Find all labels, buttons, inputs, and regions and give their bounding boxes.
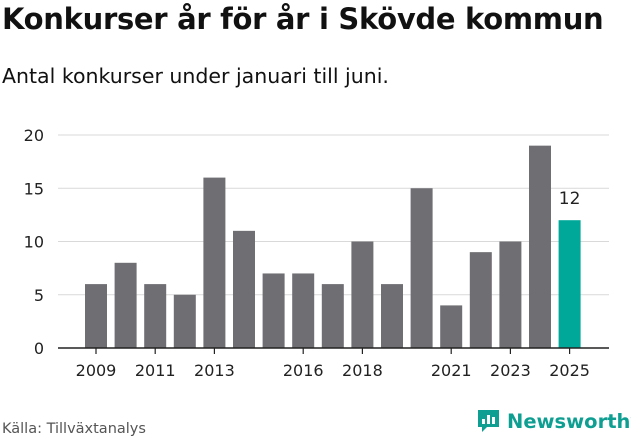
bar: [144, 284, 167, 348]
chart-subtitle: Antal konkurser under januari till juni.: [2, 64, 389, 88]
y-tick-label: 0: [34, 339, 44, 358]
data-label: 12: [559, 189, 581, 209]
bar: [410, 188, 433, 348]
brand-name: Newsworthy: [507, 409, 631, 433]
bar: [351, 241, 374, 348]
x-tick-label: 2009: [76, 361, 117, 380]
bar: [114, 262, 137, 348]
bar-chart: 0 5 10 15 20 12 2009 2011 2013 2016 2018 2021 2023 20…: [24, 126, 609, 380]
x-tick-label: 2025: [549, 361, 590, 380]
x-tick-label: 2011: [135, 361, 176, 380]
y-tick-label: 15: [24, 179, 44, 198]
x-tick-label: 2013: [194, 361, 235, 380]
x-tick-label: 2018: [342, 361, 383, 380]
bar: [469, 252, 492, 348]
newsworthy-logo-icon: [478, 410, 499, 432]
bar: [381, 284, 403, 348]
bar: [440, 305, 463, 348]
y-tick-label: 20: [24, 126, 44, 145]
bar: [499, 241, 522, 348]
y-tick-label: 10: [24, 233, 44, 252]
bar: [558, 220, 581, 348]
x-tick-label: 2021: [431, 361, 472, 380]
bar: [85, 284, 107, 348]
x-tick-label: 2023: [490, 361, 531, 380]
source-note: Källa: Tillväxtanalys: [2, 421, 146, 437]
newsworthy-brand[interactable]: Newsworthy: [476, 408, 631, 434]
bar: [262, 273, 285, 348]
y-tick-label: 5: [34, 286, 44, 305]
bar: [203, 177, 226, 348]
x-tick-label: 2016: [283, 361, 324, 380]
bar: [292, 273, 315, 348]
chart-title: Konkurser år för år i Skövde kommun: [2, 2, 604, 36]
bar: [233, 230, 255, 348]
bar: [321, 284, 344, 348]
bar: [529, 145, 551, 348]
bar: [173, 294, 196, 348]
